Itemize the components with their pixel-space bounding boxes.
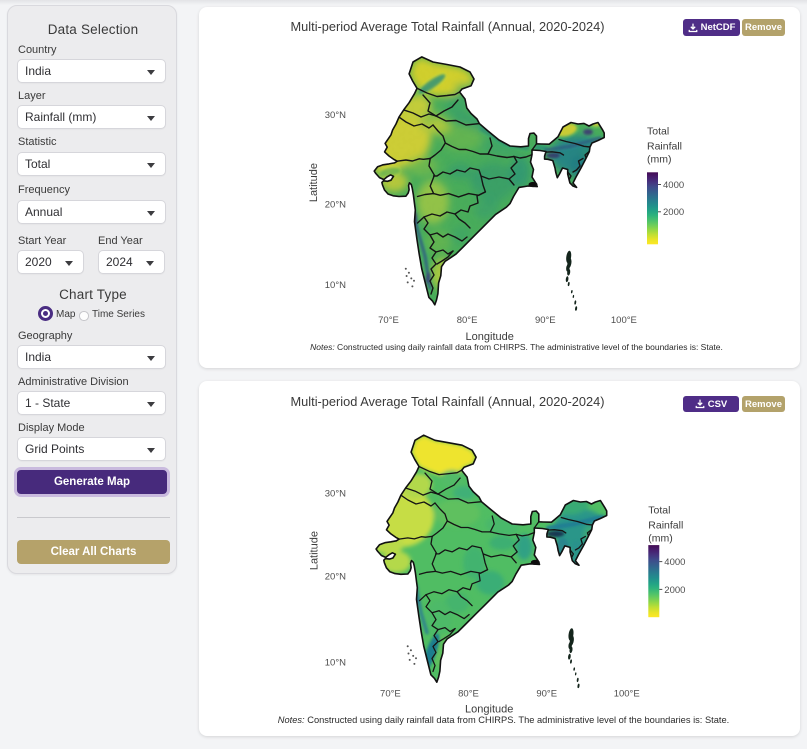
svg-text:Latitude: Latitude xyxy=(309,531,321,570)
svg-text:4000: 4000 xyxy=(663,180,684,191)
svg-text:20°N: 20°N xyxy=(325,572,346,583)
svg-text:20°N: 20°N xyxy=(325,200,346,211)
svg-text:90°E: 90°E xyxy=(536,688,557,699)
svg-text:30°N: 30°N xyxy=(325,110,346,121)
svg-text:10°N: 10°N xyxy=(325,658,346,669)
svg-text:2000: 2000 xyxy=(664,585,685,596)
svg-text:Latitude: Latitude xyxy=(308,163,320,202)
svg-text:(mm): (mm) xyxy=(647,154,672,166)
svg-text:Rainfall: Rainfall xyxy=(648,519,683,531)
svg-text:70°E: 70°E xyxy=(380,688,401,699)
svg-text:4000: 4000 xyxy=(664,557,685,568)
svg-text:Rainfall: Rainfall xyxy=(647,141,682,153)
svg-text:Total: Total xyxy=(648,504,670,516)
svg-text:90°E: 90°E xyxy=(535,315,556,326)
svg-text:70°E: 70°E xyxy=(378,315,399,326)
svg-text:2000: 2000 xyxy=(663,207,684,218)
svg-text:Total: Total xyxy=(647,126,669,138)
svg-text:100°E: 100°E xyxy=(614,688,640,699)
svg-text:100°E: 100°E xyxy=(611,315,637,326)
svg-text:30°N: 30°N xyxy=(325,488,346,499)
svg-text:10°N: 10°N xyxy=(325,280,346,291)
svg-text:Longitude: Longitude xyxy=(465,704,513,716)
svg-text:80°E: 80°E xyxy=(458,688,479,699)
svg-text:Longitude: Longitude xyxy=(466,331,514,343)
svg-text:80°E: 80°E xyxy=(457,315,478,326)
svg-text:(mm): (mm) xyxy=(648,533,673,545)
